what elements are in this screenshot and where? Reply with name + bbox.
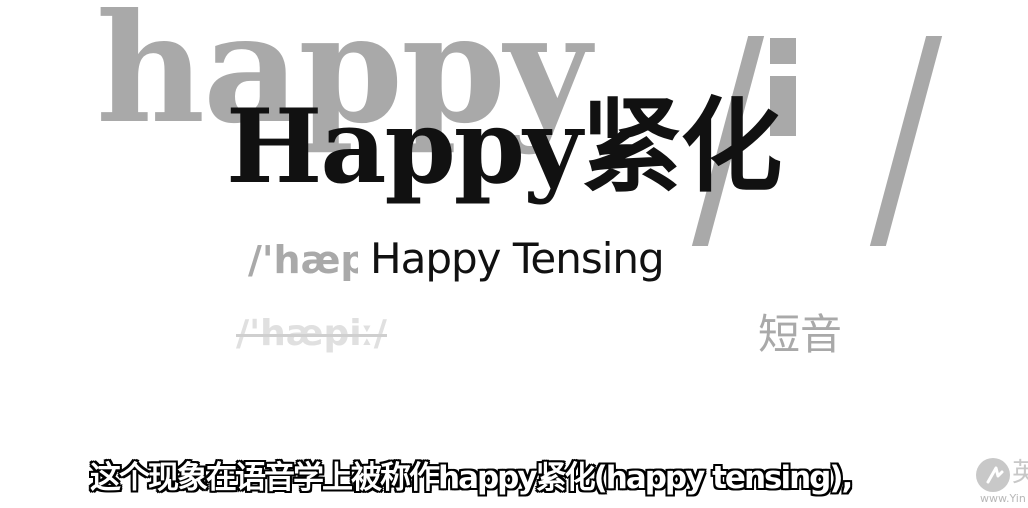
ipa-slash-right xyxy=(869,36,943,246)
english-title: Happy Tensing xyxy=(370,234,665,283)
ipa-i-stem xyxy=(770,76,796,136)
short-vowel-label: 短音 xyxy=(758,310,843,359)
watermark-url: www.Yin xyxy=(980,492,1026,505)
watermark-char: 英 xyxy=(1012,458,1028,488)
struck-ipa: /'hæpiː/ xyxy=(236,313,387,354)
video-caption: 这个现象在语音学上被称作happy紧化(happy tensing), xyxy=(90,460,853,496)
ipa-i-dot xyxy=(770,38,796,64)
channel-logo-icon xyxy=(976,458,1010,492)
background-word: happy xyxy=(96,0,591,157)
ipa-partial: /'hæp xyxy=(248,238,358,282)
channel-watermark: 英 www.Yin xyxy=(976,458,1028,508)
main-title: Happy紧化 xyxy=(226,87,782,207)
